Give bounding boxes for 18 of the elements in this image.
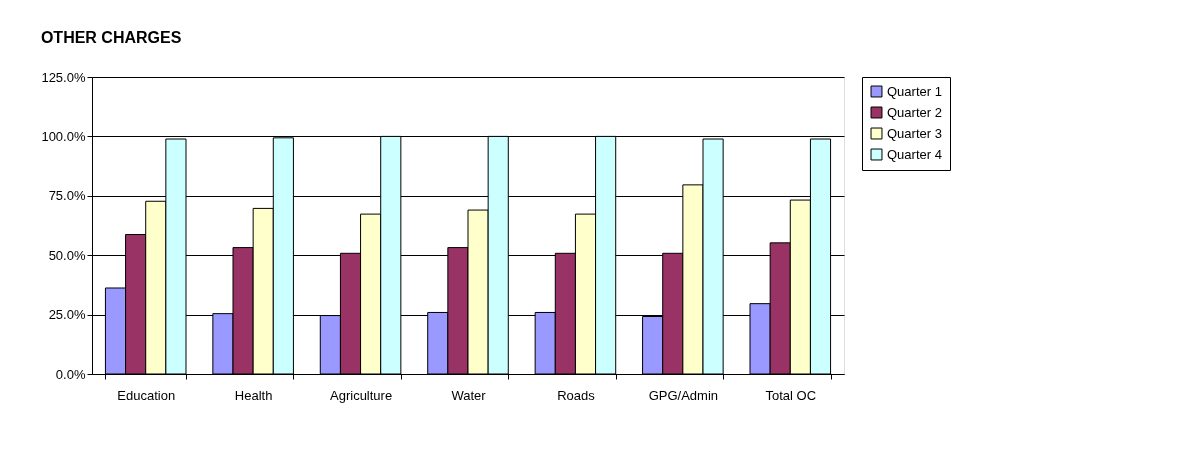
legend-label: Quarter 1 — [887, 83, 942, 99]
y-tick-label: 0.0% — [55, 366, 86, 382]
legend-label: Quarter 3 — [887, 125, 942, 141]
y-tick-label: 25.0% — [48, 307, 86, 323]
y-tick-label: 100.0% — [41, 128, 86, 144]
x-tick-label: Health — [234, 387, 273, 403]
y-tick-label: 75.0% — [48, 188, 86, 204]
x-tick-label: Roads — [557, 387, 596, 403]
chart-title: OTHER CHARGES — [40, 29, 182, 46]
y-tick-label: 125.0% — [41, 69, 86, 85]
legend-label: Quarter 4 — [887, 146, 942, 162]
x-tick-label: Agriculture — [330, 387, 393, 403]
x-tick-label: Education — [117, 387, 176, 403]
x-tick-label: GPG/Admin — [648, 387, 719, 403]
x-tick-label: Water — [451, 387, 487, 403]
x-tick-label: Total OC — [765, 387, 817, 403]
legend-label: Quarter 2 — [887, 104, 942, 120]
y-tick-label: 50.0% — [48, 247, 86, 263]
